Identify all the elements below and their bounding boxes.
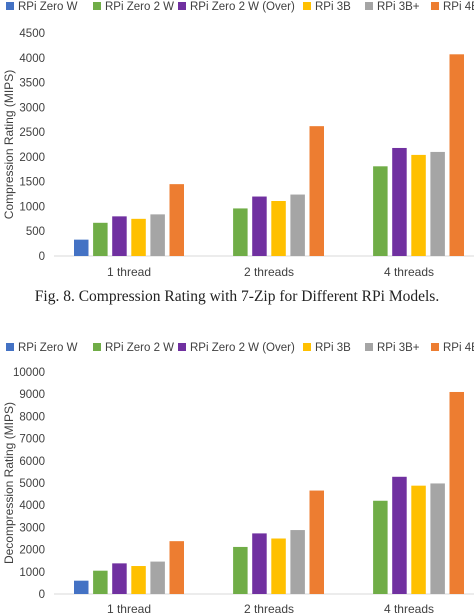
legend-label: RPi Zero 2 W (Over) — [190, 1, 295, 13]
bar — [392, 147, 407, 256]
y-tick-label: 6000 — [19, 456, 45, 468]
bar — [169, 184, 184, 256]
bar — [449, 54, 464, 257]
x-category-label: 4 threads — [384, 602, 434, 616]
compression-chart-svg: RPi Zero W RPi Zero 2 W RPi Zero 2 W (Over… — [2, 1, 474, 279]
legend-swatch — [365, 2, 373, 10]
legend-swatch — [303, 343, 311, 351]
bar — [309, 490, 324, 594]
x-category-label: 2 threads — [244, 602, 294, 616]
bar — [131, 218, 146, 256]
bar — [233, 208, 248, 256]
decompression-chart-svg: RPi Zero W RPi Zero 2 W RPi Zero 2 W (Over… — [2, 342, 474, 616]
y-tick-label: 1000 — [19, 201, 45, 213]
x-category-label: 1 thread — [107, 265, 151, 279]
y-tick-label: 3000 — [19, 102, 45, 114]
bar — [430, 151, 445, 256]
compression-legend: RPi Zero W RPi Zero 2 W RPi Zero 2 W (Over… — [6, 1, 474, 13]
legend-label: RPi 4B — [443, 342, 474, 354]
legend-label: RPi Zero 2 W — [105, 342, 174, 354]
bar — [150, 561, 165, 594]
legend-swatch — [6, 2, 14, 10]
legend-swatch — [178, 343, 186, 351]
y-tick-label: 3500 — [19, 78, 45, 90]
bar — [411, 154, 426, 256]
bar — [93, 570, 108, 594]
legend-label: RPi 3B — [315, 342, 351, 354]
bar — [252, 533, 267, 594]
y-tick-label: 0 — [39, 251, 45, 263]
y-axis-label: Decompression Rating (MIPS) — [2, 402, 16, 564]
y-tick-label: 3000 — [19, 522, 45, 534]
x-category-label: 4 threads — [384, 265, 434, 279]
bar — [252, 196, 267, 256]
bar — [290, 194, 305, 256]
decompression-chart: RPi Zero W RPi Zero 2 W RPi Zero 2 W (Over… — [0, 330, 474, 616]
bar — [392, 476, 407, 594]
bar — [74, 239, 89, 256]
bar — [373, 166, 388, 256]
legend-label: RPi Zero W — [18, 1, 78, 13]
legend-label: RPi 3B — [315, 1, 351, 13]
legend-label: RPi 3B+ — [377, 342, 420, 354]
x-category-label: 1 thread — [107, 602, 151, 616]
legend-label: RPi 4B — [443, 1, 474, 13]
y-tick-label: 1000 — [19, 567, 45, 579]
legend-swatch — [6, 343, 14, 351]
y-tick-label: 4000 — [19, 53, 45, 65]
y-tick-label: 4500 — [19, 28, 45, 40]
legend-label: RPi 3B+ — [377, 1, 420, 13]
bar — [449, 391, 464, 594]
decompression-legend: RPi Zero W RPi Zero 2 W RPi Zero 2 W (Over… — [6, 342, 474, 354]
bar — [430, 483, 445, 594]
bar — [112, 216, 127, 256]
bar — [131, 566, 146, 594]
y-tick-label: 8000 — [19, 411, 45, 423]
bar — [290, 530, 305, 594]
bar — [271, 538, 286, 594]
bar — [112, 563, 127, 594]
legend-swatch — [93, 343, 101, 351]
legend-label: RPi Zero W — [18, 342, 78, 354]
bar — [233, 546, 248, 594]
y-tick-label: 0 — [39, 589, 45, 601]
bar — [271, 200, 286, 256]
y-tick-label: 7000 — [19, 434, 45, 446]
y-tick-label: 2000 — [19, 152, 45, 164]
bar — [169, 541, 184, 594]
x-category-label: 2 threads — [244, 265, 294, 279]
y-axis-label: Compression Rating (MIPS) — [2, 70, 16, 219]
y-tick-label: 2500 — [19, 127, 45, 139]
legend-swatch — [431, 2, 439, 10]
bar — [309, 126, 324, 256]
bar — [93, 222, 108, 256]
legend-swatch — [178, 2, 186, 10]
y-tick-label: 5000 — [19, 478, 45, 490]
legend-label: RPi Zero 2 W (Over) — [190, 342, 295, 354]
bar — [373, 500, 388, 594]
figure-caption: Fig. 8. Compression Rating with 7-Zip fo… — [34, 288, 440, 305]
y-tick-label: 2000 — [19, 545, 45, 557]
y-tick-label: 4000 — [19, 500, 45, 512]
bar — [411, 485, 426, 594]
legend-label: RPi Zero 2 W — [105, 1, 174, 13]
legend-swatch — [93, 2, 101, 10]
y-tick-label: 1500 — [19, 177, 45, 189]
legend-swatch — [365, 343, 373, 351]
y-tick-label: 10000 — [13, 367, 45, 379]
compression-chart: RPi Zero W RPi Zero 2 W RPi Zero 2 W (Over… — [0, 0, 474, 284]
legend-swatch — [431, 343, 439, 351]
bar — [74, 580, 89, 594]
legend-swatch — [303, 2, 311, 10]
bar — [150, 214, 165, 256]
y-tick-label: 9000 — [19, 389, 45, 401]
y-tick-label: 500 — [26, 226, 45, 238]
